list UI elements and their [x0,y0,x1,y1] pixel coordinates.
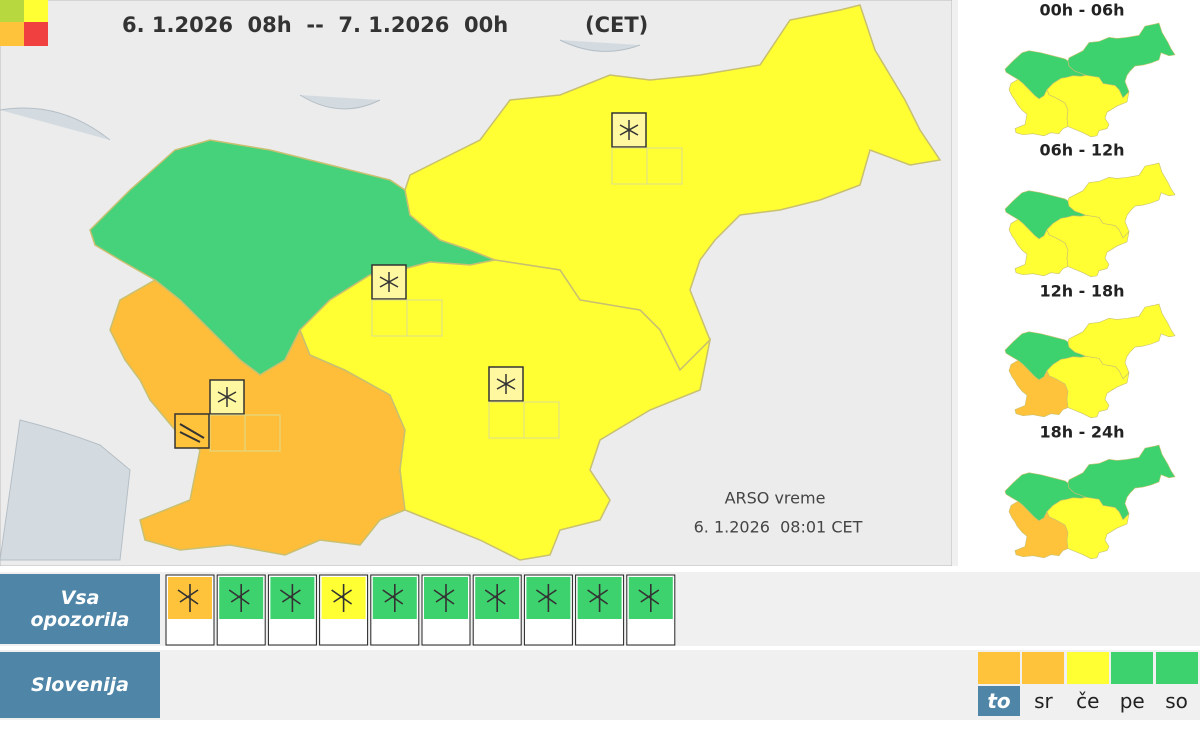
region [1046,496,1130,560]
region [1046,214,1130,278]
snow-icon [496,374,516,394]
main-map: 6. 1.2026 08h -- 7. 1.2026 00h (CET) ARS… [0,0,952,566]
day-label[interactable]: pe [1119,689,1145,713]
region [1008,360,1069,418]
day-selector: to sr če pe so [978,652,1200,718]
day-label[interactable]: so [1165,689,1188,713]
period-title: 00h - 06h [1039,1,1124,20]
legend-swatch [24,0,48,22]
date-range: 6. 1.2026 08h -- 7. 1.2026 00h [122,13,508,37]
timezone: (CET) [585,13,648,37]
warning-type-icon [535,584,557,612]
period-map [1004,444,1176,560]
legend-swatch [0,22,24,46]
wind-icon [179,423,205,443]
period-map [1004,22,1176,138]
day-color[interactable] [978,652,1020,684]
snow-icon [217,387,237,407]
warning-type-icon [331,584,353,612]
region-button[interactable]: Slovenija [0,652,160,718]
day-color[interactable] [1155,652,1198,684]
legend-swatch [24,22,48,46]
regions [89,4,942,561]
day-label[interactable]: če [1076,689,1100,713]
period-map [1004,162,1176,278]
day-label[interactable]: sr [1034,689,1053,713]
warning-type-icon [638,584,660,612]
day-color[interactable] [1066,652,1109,684]
period-panels: 00h - 06h 06h - 12h 12h - 18h 18h - 24h [952,0,1200,566]
day-label[interactable]: to [978,686,1020,716]
period-map [1004,303,1176,419]
terrain [0,39,641,561]
period-title: 12h - 18h [1039,282,1124,301]
region [1008,501,1069,559]
warning-type-icon [228,584,250,612]
warning-type-icon [279,584,301,612]
period-title: 06h - 12h [1039,141,1124,160]
warning-type-icon [587,584,609,612]
warning-type-icon [382,584,404,612]
region [1008,219,1069,277]
region [299,259,712,561]
map-credit: ARSO vreme [725,489,826,508]
separator [952,0,958,566]
warning-icons [165,574,676,646]
region [109,279,406,556]
day-color[interactable] [1022,652,1065,684]
warning-type-icon [484,584,506,612]
warning-type-icon [177,584,199,612]
region [1008,79,1069,137]
map-timestamp: 6. 1.2026 08:01 CET [694,518,863,537]
region [1046,74,1130,138]
region-label: Slovenija [31,674,129,696]
warning-marker [611,112,647,148]
period-title: 18h - 24h [1039,423,1124,442]
all-warnings-label: Vsa opozorila [30,587,130,631]
snow-icon [619,120,639,140]
snow-icon [379,272,399,292]
warning-type-icon [433,584,455,612]
legend-swatch [0,0,24,22]
day-color[interactable] [1111,652,1154,684]
region [1046,355,1130,419]
all-warnings-button[interactable]: Vsa opozorila [0,574,160,644]
